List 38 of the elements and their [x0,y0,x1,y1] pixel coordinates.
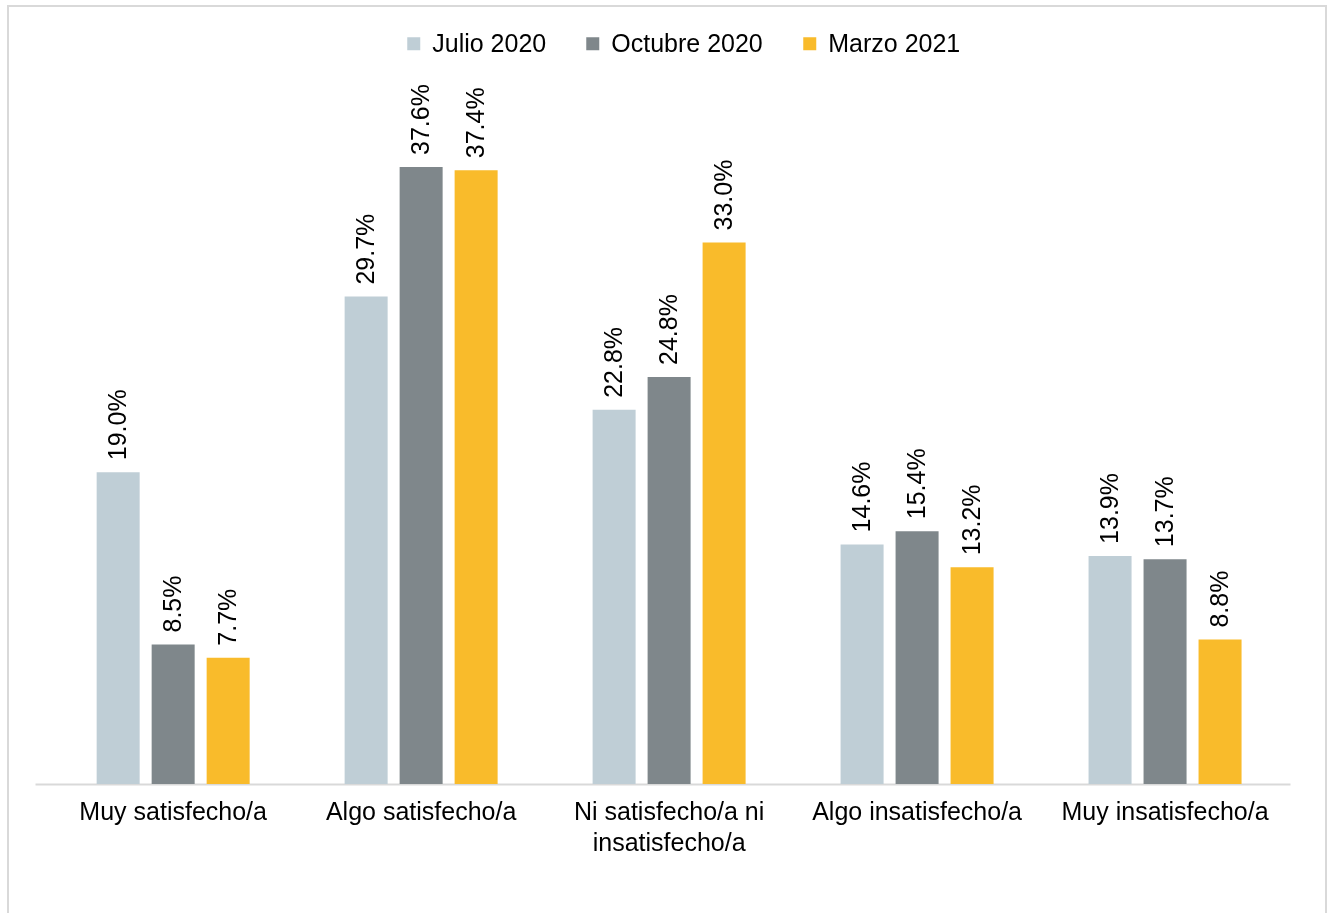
x-tick-label: Algo satisfecho/a [325,796,517,825]
data-label: 33.0% [709,159,738,231]
bar [1143,559,1187,784]
data-label: 8.5% [158,575,187,633]
data-label: 29.7% [351,213,380,285]
data-label: 13.2% [957,484,986,556]
bar [592,409,636,784]
bar [895,531,939,784]
legend-label: Julio 2020 [432,28,547,57]
bar [206,657,250,784]
bar [344,296,388,784]
data-label: 37.4% [461,87,490,159]
x-tick-label: Algo insatisfecho/a [812,796,1023,825]
bar [840,544,884,784]
x-tick-label: Muy satisfecho/a [79,796,268,825]
data-label: 37.6% [406,84,435,155]
bar [950,567,994,784]
bar [96,472,140,784]
data-label: 13.9% [1095,472,1124,544]
x-tick-label: Ni satisfecho/a ni insatisfecho/a [573,796,765,856]
bar [399,166,443,784]
bar [1198,639,1242,784]
bar [647,377,691,784]
x-tick-label: Muy insatisfecho/a [1061,796,1269,825]
data-label: 14.6% [847,461,876,533]
data-label: 22.8% [599,326,628,398]
bar [702,242,746,784]
data-label: 24.8% [654,294,683,365]
data-label: 15.4% [902,448,931,520]
data-label: 8.8% [1205,570,1234,628]
data-label: 7.7% [213,588,242,646]
bar [1088,555,1132,784]
bar [151,644,195,784]
bar [454,170,498,784]
data-label: 13.7% [1150,476,1179,548]
data-label: 19.0% [103,389,132,461]
legend-label: Marzo 2021 [828,28,961,57]
legend-label: Octubre 2020 [611,28,763,57]
